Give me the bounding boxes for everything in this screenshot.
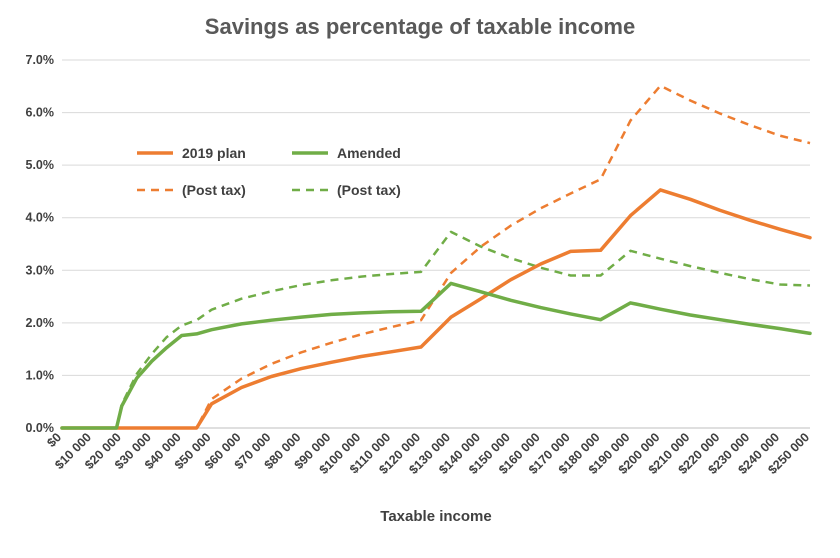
series-lines bbox=[60, 84, 812, 430]
x-axis-tick-labels: $0$10 000$20 000$30 000$40 000$50 000$60… bbox=[44, 430, 812, 477]
legend: 2019 plan Amended (Post tax) (Post tax) bbox=[137, 145, 401, 198]
gridlines bbox=[62, 59, 810, 429]
y-tick-label: 6.0% bbox=[26, 106, 55, 120]
y-tick-label: 7.0% bbox=[26, 53, 55, 67]
legend-label: (Post tax) bbox=[337, 182, 401, 198]
y-tick-label: 3.0% bbox=[26, 263, 55, 277]
y-tick-label: 0.0% bbox=[26, 421, 55, 435]
series-line-3 bbox=[62, 230, 811, 430]
y-tick-label: 1.0% bbox=[26, 368, 55, 382]
series-line-2 bbox=[62, 84, 811, 430]
y-tick-label: 4.0% bbox=[26, 211, 55, 225]
legend-label: (Post tax) bbox=[182, 182, 246, 198]
legend-label: Amended bbox=[337, 145, 401, 161]
x-axis-title: Taxable income bbox=[380, 508, 491, 525]
series-line-1 bbox=[60, 281, 812, 430]
chart-title: Savings as percentage of taxable income bbox=[205, 14, 635, 39]
y-tick-label: 2.0% bbox=[26, 316, 55, 330]
legend-label: 2019 plan bbox=[182, 145, 246, 161]
y-axis-tick-labels: 0.0% 1.0% 2.0% 3.0% 4.0% 5.0% 6.0% 7.0% bbox=[26, 53, 55, 435]
series-line-0 bbox=[60, 188, 812, 430]
y-tick-label: 5.0% bbox=[26, 158, 55, 172]
